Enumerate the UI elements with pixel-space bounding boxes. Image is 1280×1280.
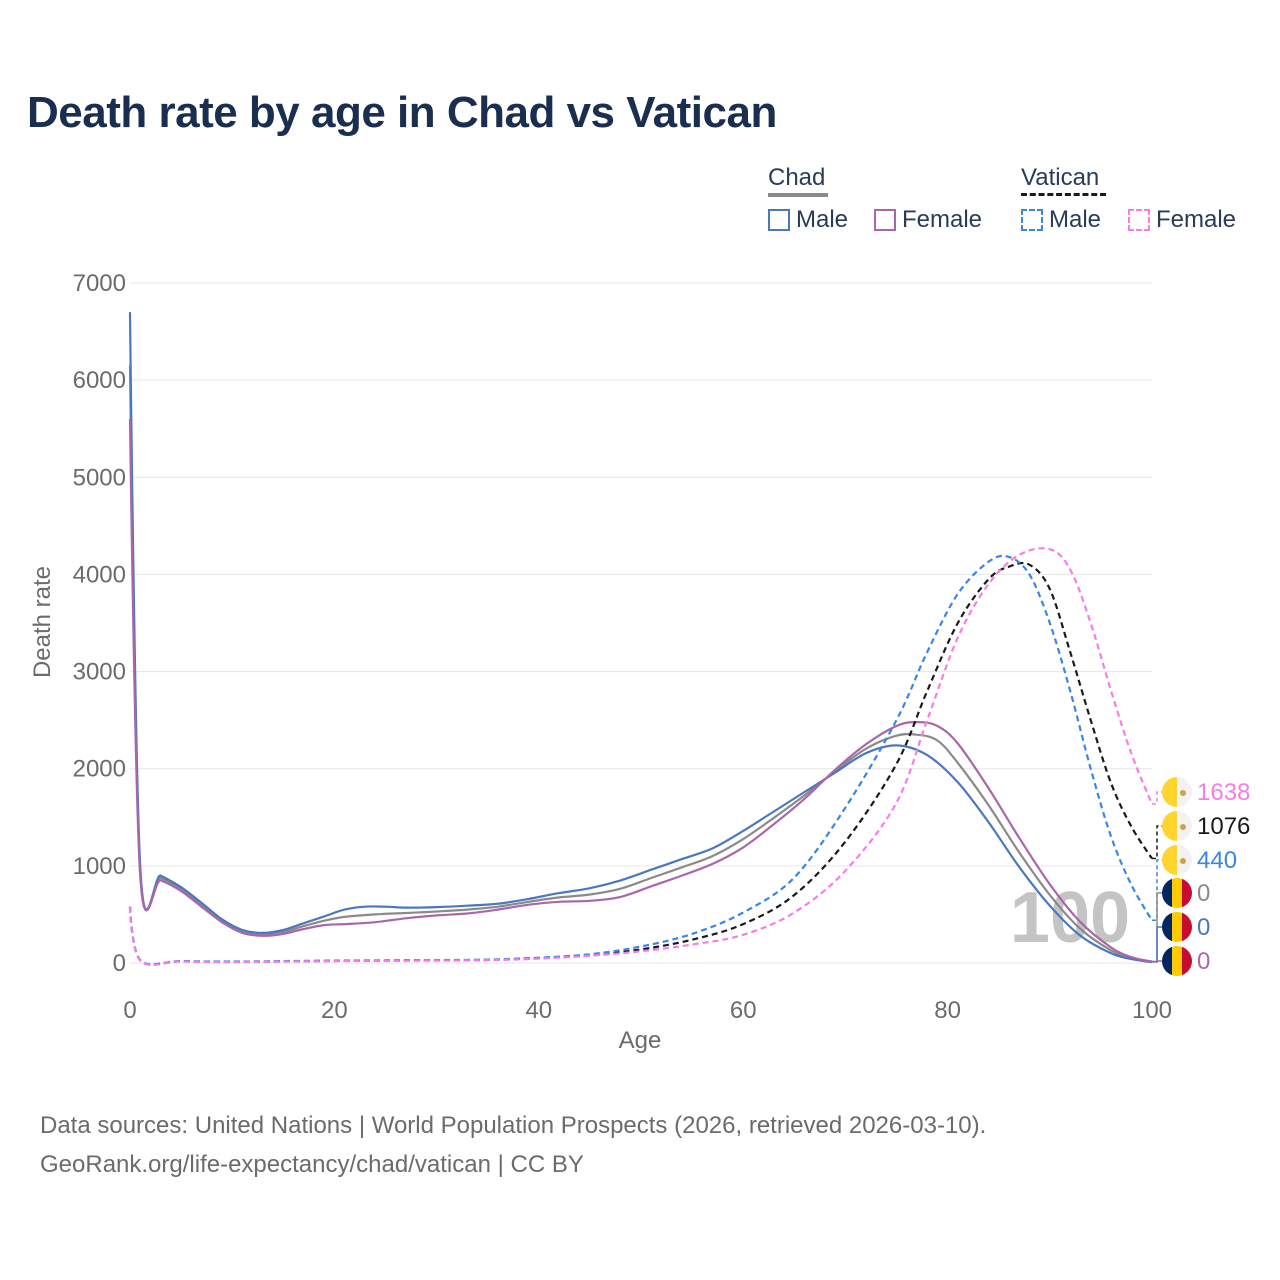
legend-chad-female[interactable]: Female [874, 206, 982, 234]
x-axis-ticks: 0 20 40 60 80 100 [123, 997, 1172, 1024]
legend-vatican-heading: Vatican [1021, 164, 1106, 196]
series-line-chad-male[interactable] [128, 312, 1153, 964]
end-label-connector [1152, 926, 1162, 963]
footer-sources: Data sources: United Nations | World Pop… [40, 1112, 987, 1139]
end-value-label: 0 [1197, 880, 1210, 907]
legend-swatch-chad-female [874, 209, 896, 231]
y-axis-label: Death rate [29, 566, 56, 678]
y-tick-label: 1000 [73, 853, 126, 880]
series-line-vatican-total[interactable] [128, 561, 1153, 966]
series-line-vatican-female[interactable] [128, 547, 1154, 966]
y-axis-ticks: 0 1000 2000 3000 4000 5000 6000 7000 [73, 270, 126, 977]
footer: Data sources: United Nations | World Pop… [40, 1106, 986, 1184]
legend-vatican-male[interactable]: Male [1021, 206, 1101, 234]
end-label-connector [1152, 791, 1162, 805]
chad-flag-icon [1162, 878, 1192, 908]
end-value-label: 440 [1197, 847, 1237, 874]
end-label-connector [1152, 960, 1162, 963]
series-line-chad-female[interactable] [128, 418, 1153, 963]
x-tick-label: 40 [525, 997, 552, 1024]
footer-link[interactable]: GeoRank.org/life-expectancy/chad/vatican… [40, 1151, 584, 1178]
series-line-vatican-male[interactable] [128, 554, 1153, 966]
x-tick-label: 60 [730, 997, 757, 1024]
legend-chad-male-label: Male [796, 206, 849, 233]
chad-flag-icon [1162, 946, 1192, 976]
legend-swatch-vatican-female [1128, 209, 1150, 231]
legend-chad-male[interactable]: Male [768, 206, 848, 234]
legend-chad-line-sample [768, 193, 828, 197]
end-labels: 1638 1076 440 0 0 0 [1152, 777, 1250, 976]
legend-chad-label: Chad [768, 164, 826, 191]
legend-vatican-female-label: Female [1156, 206, 1237, 233]
end-value-label: 0 [1197, 948, 1210, 975]
y-tick-label: 3000 [73, 659, 126, 686]
x-tick-label: 100 [1132, 997, 1172, 1024]
y-tick-label: 2000 [73, 756, 126, 783]
y-tick-label: 7000 [73, 270, 126, 297]
x-tick-label: 0 [123, 997, 136, 1024]
legend-chad-heading: Chad [768, 164, 828, 197]
legend-swatch-vatican-male [1021, 209, 1043, 231]
end-label-connector [1152, 825, 1162, 860]
vatican-flag-icon [1162, 845, 1192, 875]
x-tick-label: 20 [321, 997, 348, 1024]
legend-swatch-chad-male [768, 209, 790, 231]
legend-vatican-male-label: Male [1049, 206, 1102, 233]
series-lines [128, 312, 1154, 966]
legend-vatican-label: Vatican [1021, 164, 1100, 191]
y-tick-label: 0 [113, 950, 126, 977]
series-line-chad-total[interactable] [128, 365, 1153, 963]
grid-lines [130, 282, 1152, 964]
x-tick-label: 80 [934, 997, 961, 1024]
y-tick-label: 6000 [73, 367, 126, 394]
legend-chad-female-label: Female [902, 206, 983, 233]
chad-flag-icon [1162, 912, 1192, 942]
end-value-label: 1638 [1197, 779, 1250, 806]
end-label-connector [1152, 859, 1162, 922]
end-value-label: 1076 [1197, 813, 1250, 840]
legend-vatican-female[interactable]: Female [1128, 206, 1236, 234]
vatican-flag-icon [1162, 811, 1192, 841]
x-axis-label: Age [619, 1027, 662, 1054]
chart-title: Death rate by age in Chad vs Vatican [27, 88, 777, 137]
y-tick-label: 4000 [73, 561, 126, 588]
y-tick-label: 5000 [73, 464, 126, 491]
vatican-flag-icon [1162, 777, 1192, 807]
legend-vatican-line-sample [1021, 193, 1106, 196]
end-value-label: 0 [1197, 914, 1210, 941]
